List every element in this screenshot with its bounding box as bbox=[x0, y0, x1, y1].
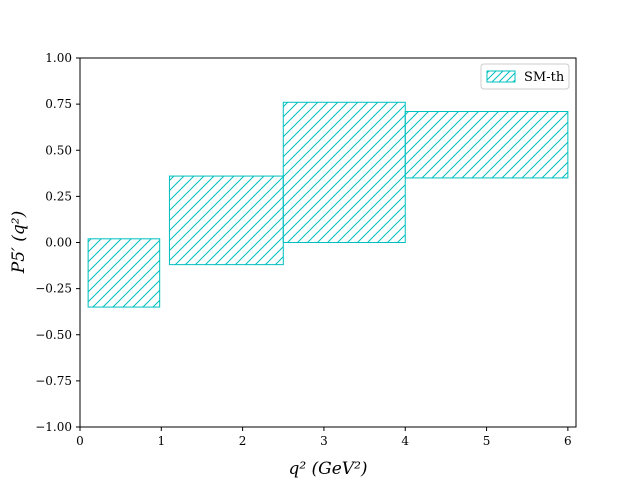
legend: SM-th bbox=[480, 63, 570, 90]
x-tick-label: 3 bbox=[320, 434, 328, 448]
x-tick-label: 5 bbox=[483, 434, 491, 448]
bin-box-3 bbox=[282, 101, 406, 243]
x-tick-label: 6 bbox=[564, 434, 572, 448]
plot-frame bbox=[79, 57, 577, 428]
x-tick-label: 1 bbox=[157, 434, 165, 448]
y-axis-label: P5′ (q²) bbox=[9, 211, 29, 274]
y-tick-label: 1.00 bbox=[45, 51, 72, 65]
x-tick-label: 4 bbox=[401, 434, 409, 448]
legend-swatch bbox=[486, 70, 516, 83]
bars-group bbox=[87, 101, 569, 308]
legend-box bbox=[480, 63, 570, 90]
y-tick-label: 0.25 bbox=[45, 189, 72, 203]
y-tick-label: −0.25 bbox=[35, 282, 72, 296]
x-tick-label: 0 bbox=[76, 434, 84, 448]
y-axis-ticks: −1.00 −0.75 −0.50 −0.25 0.00 0.25 0.50 0.75 1.00 bbox=[35, 51, 80, 434]
y-tick-label: −0.50 bbox=[35, 328, 72, 342]
x-tick-label: 2 bbox=[239, 434, 247, 448]
y-tick-label: 0.75 bbox=[45, 97, 72, 111]
y-tick-label: −0.75 bbox=[35, 374, 72, 388]
x-axis-ticks: 0 1 2 3 4 5 6 bbox=[76, 427, 572, 448]
legend-label: SM-th bbox=[524, 70, 565, 85]
y-tick-label: −1.00 bbox=[35, 420, 72, 434]
y-tick-label: 0.00 bbox=[45, 236, 72, 250]
x-axis-label: q² (GeV²) bbox=[288, 459, 367, 479]
bin-box-4 bbox=[404, 111, 569, 179]
y-tick-label: 0.50 bbox=[45, 143, 72, 157]
bin-box-1 bbox=[87, 238, 161, 308]
bin-box-2 bbox=[168, 175, 284, 266]
